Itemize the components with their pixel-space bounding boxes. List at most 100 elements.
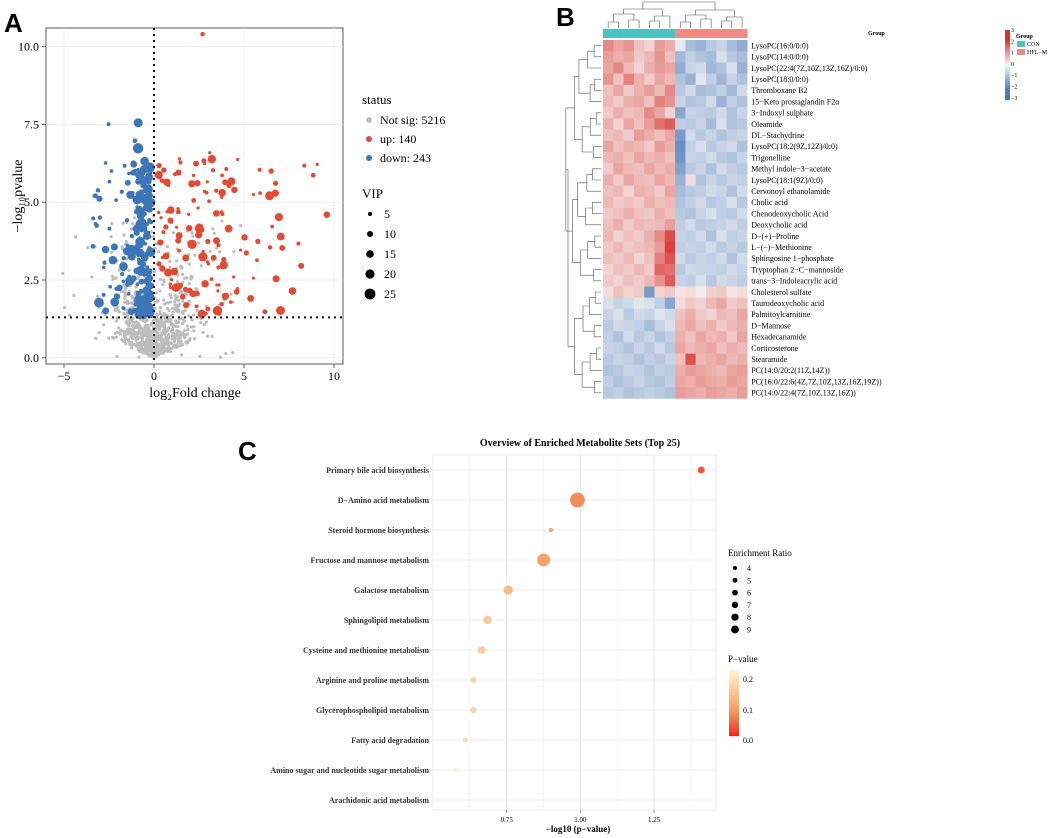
heatmap-cell [644, 297, 655, 310]
heatmap-cell [664, 264, 676, 276]
down-point [121, 256, 126, 261]
up-point-extreme [323, 211, 331, 218]
heatmap-cell [675, 40, 686, 52]
not-sig-point [210, 334, 214, 339]
heatmap-cell [736, 376, 748, 388]
up-point [201, 249, 205, 253]
heatmap-cell [633, 96, 645, 108]
heatmap-cell [664, 252, 676, 265]
not-sig-point [162, 338, 166, 342]
heatmap-cell [613, 342, 624, 354]
heatmap-cell [736, 185, 748, 198]
down-point [97, 215, 103, 220]
not-sig-point [174, 303, 179, 307]
heatmap-cell [664, 320, 676, 332]
not-sig-point [187, 314, 191, 318]
heatmap-cell [603, 62, 614, 74]
pvalue-gradient-step [729, 685, 739, 688]
heatmap-cell [706, 376, 717, 388]
heatmap-cell [603, 51, 614, 63]
heatmap-cell [623, 185, 635, 198]
heatmap-cell [623, 376, 635, 388]
down-point [102, 260, 107, 265]
down-point [132, 143, 144, 154]
up-point [274, 213, 283, 222]
not-sig-point [167, 315, 171, 319]
heatmap-cell [613, 297, 624, 310]
ratio-legend-label: 7 [747, 601, 751, 610]
heatmap-cell [633, 40, 645, 52]
heatmap-cell [726, 185, 738, 198]
not-sig-point [151, 329, 155, 333]
pathway-point [483, 615, 492, 625]
down-point [107, 179, 112, 184]
not-sig-point [129, 342, 133, 347]
up-point [177, 248, 181, 253]
not-sig-point [224, 351, 228, 356]
not-sig-point [167, 343, 171, 348]
enrichment-grid [432, 454, 717, 811]
heatmap-cell [736, 230, 748, 242]
heatmap-cell [603, 286, 614, 298]
up-point [202, 162, 207, 166]
up-point [183, 286, 189, 292]
heatmap-cell [726, 219, 738, 231]
heatmap-cell [633, 376, 645, 388]
heatmap-cell [675, 275, 686, 287]
group-annotation-cell [685, 29, 696, 38]
y-tick-label: 7.5 [24, 117, 39, 131]
group-annotation-cell [603, 29, 614, 38]
heatmap-cell [726, 308, 738, 321]
heatmap-cell [736, 208, 748, 220]
enrichment-plot-area [432, 454, 717, 811]
heatmap-cell [654, 129, 666, 142]
heatmap-legends: Group 3 2 1 0 −1 −2 −3 CON HFL−M [1005, 28, 1048, 102]
heatmap-row-label: DL−Stachydrine [751, 131, 805, 140]
up-point [270, 224, 274, 229]
pathway-point [462, 737, 468, 743]
heatmap-cell [644, 252, 655, 265]
heatmap-cell [623, 140, 635, 153]
down-point [147, 234, 152, 239]
heatmap-cell [726, 264, 738, 276]
heatmap-cell [633, 387, 645, 399]
heatmap-cell [654, 51, 666, 63]
pathway-point [548, 527, 553, 533]
y-tick-label: 0.0 [24, 351, 39, 365]
pathway-label: Glycerophospholipid metabolism [316, 706, 429, 715]
up-point [163, 224, 169, 230]
heatmap-cell [685, 342, 696, 354]
up-point [196, 206, 200, 210]
heatmap-row-label: Chenodeoxycholic Acid [751, 209, 828, 218]
vip-legend-swatch [368, 212, 372, 216]
up-point [212, 210, 220, 217]
heatmap-cell [633, 208, 645, 220]
heatmap-cell [623, 51, 635, 63]
down-point [136, 266, 141, 271]
not-sig-point [169, 341, 173, 345]
heatmap-cell [695, 320, 707, 332]
heatmap-cell [716, 107, 727, 119]
heatmap-cell [644, 107, 655, 119]
not-sig-point [123, 287, 127, 291]
heatmap-cell [695, 364, 707, 377]
heatmap-cell [675, 264, 686, 276]
heatmap-cell [706, 62, 717, 74]
not-sig-point [90, 275, 94, 279]
group-annotation-cell [726, 29, 738, 38]
heatmap-cell [736, 252, 748, 265]
pvalue-gradient-step [729, 694, 739, 697]
heatmap-cell [726, 96, 738, 108]
heatmap-cell [695, 308, 707, 321]
pvalue-gradient-step [729, 711, 739, 715]
heatmap-cell [685, 364, 696, 377]
heatmap-cell [695, 196, 707, 209]
group-legend-swatch [1017, 41, 1025, 47]
heatmap-cell [603, 96, 614, 108]
heatmap-row-label: Palmitoylcarnitine [751, 310, 811, 319]
heatmap-cell [685, 96, 696, 108]
heatmap-cell [613, 84, 624, 97]
up-point [220, 195, 224, 199]
not-sig-point [181, 299, 185, 303]
not-sig-point [169, 300, 173, 304]
